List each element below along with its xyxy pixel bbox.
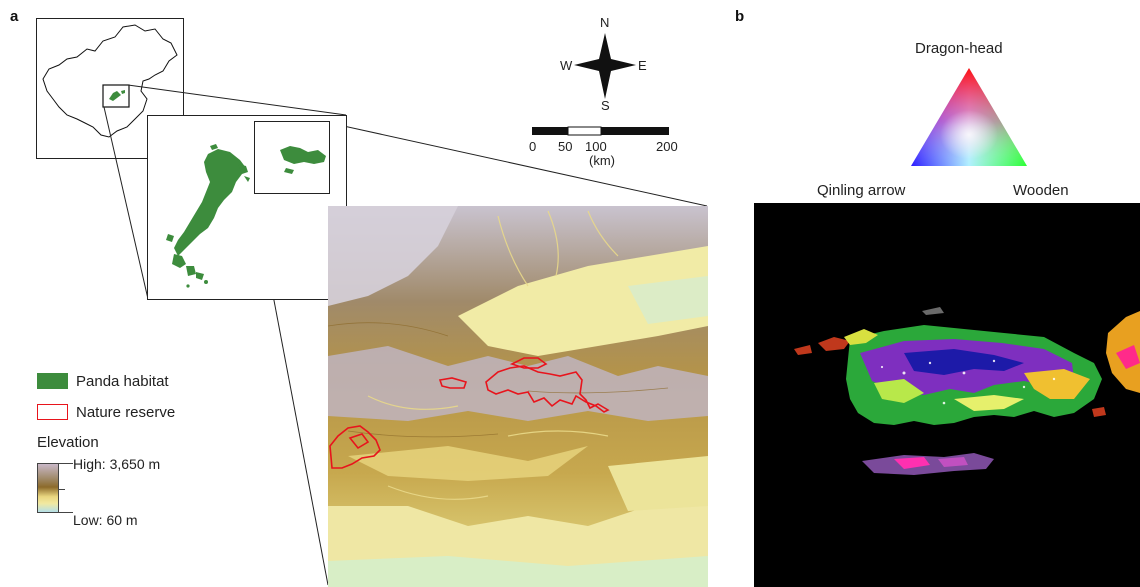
compass-east: E: [638, 58, 647, 73]
legend-habitat-label: Panda habitat: [76, 373, 169, 390]
qinling-region-box: [254, 121, 330, 194]
nature-reserve-outlines: [329, 357, 610, 469]
classification-raster: [794, 307, 1140, 475]
habitat-classification-map: [754, 203, 1140, 587]
rgb-triangle-icon: [911, 68, 1027, 166]
scale-tick-100: 100: [585, 139, 607, 154]
compass-west: W: [560, 58, 573, 73]
legend-elevation-high: High: 3,650 m: [73, 456, 161, 472]
legend-elevation-low: Low: 60 m: [73, 512, 138, 528]
triangle-label-bottom-left: Qinling arrow: [817, 182, 906, 199]
elevation-raster: [328, 206, 708, 587]
color-triangle-legend: [909, 66, 1029, 168]
triangle-label-top: Dragon-head: [915, 40, 1003, 57]
panel-b-label: b: [735, 8, 745, 25]
compass-south: S: [601, 98, 610, 113]
elevation-low-tick: [59, 512, 73, 513]
scale-unit: (km): [589, 153, 615, 168]
compass-rose: N S E W: [560, 15, 650, 115]
habitat-distribution: [166, 144, 326, 288]
elevation-map: [328, 206, 708, 587]
elevation-gradient-bar: [37, 463, 59, 513]
panel-a-label: a: [10, 8, 19, 25]
scale-tick-0: 0: [529, 139, 537, 154]
elevation-high-tick: [59, 463, 73, 464]
scale-tick-200: 200: [656, 139, 678, 154]
china-outline: [42, 24, 178, 138]
triangle-label-bottom-right: Wooden: [1013, 182, 1069, 199]
compass-star-icon: [574, 33, 636, 99]
legend-reserve-label: Nature reserve: [76, 404, 176, 421]
habitat-inset-map: [147, 115, 347, 300]
qinling-classified-pixels: [794, 307, 1140, 475]
reserve-swatch: [37, 404, 68, 420]
habitat-swatch: [37, 373, 68, 389]
elevation-mid-tick: [59, 489, 65, 490]
study-area-inset-box: [102, 84, 130, 108]
scale-tick-50: 50: [558, 139, 573, 154]
compass-north: N: [600, 15, 610, 30]
legend-elevation-title: Elevation: [37, 434, 99, 451]
scale-bar: 0 50 100 200 (km): [529, 126, 690, 178]
